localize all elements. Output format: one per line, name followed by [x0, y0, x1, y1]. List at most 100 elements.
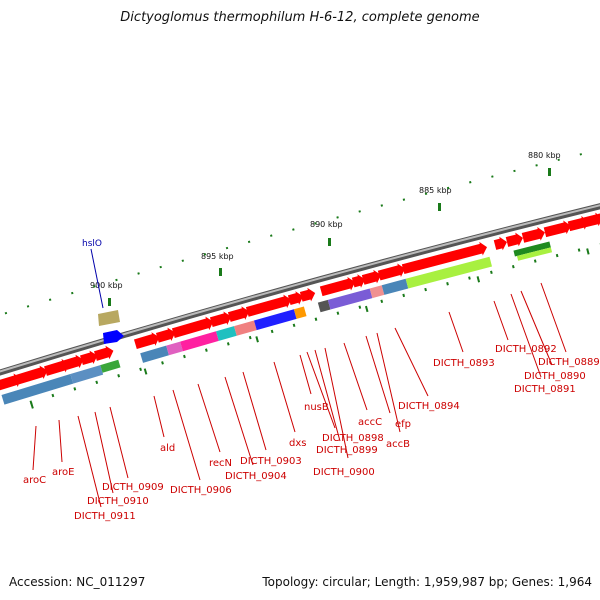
minor-tick [51, 393, 55, 398]
gene-feature-block [293, 306, 307, 319]
kbp-label: 885 kbp [419, 186, 452, 195]
gene-label: DICTH_0891 [514, 384, 576, 395]
minor-tick [533, 259, 537, 263]
gene-cds-arrow [0, 373, 22, 391]
minor-tick [204, 348, 208, 352]
minor-tick [247, 240, 251, 244]
gene-label: aroC [23, 475, 46, 486]
gene-feature-block [253, 309, 297, 331]
gene-label: accC [358, 417, 382, 428]
minor-tick [30, 402, 34, 409]
minor-tick [270, 329, 274, 334]
gene-label: accB [386, 439, 410, 450]
label-line [510, 293, 542, 378]
label-line [365, 335, 391, 414]
minor-tick [73, 387, 77, 391]
genome-backbone-highlight [0, 204, 600, 373]
minor-tick [364, 305, 369, 313]
label-line [77, 415, 102, 508]
label-line [493, 300, 509, 341]
gene-hslO-blue [103, 330, 124, 344]
minor-tick [161, 361, 164, 365]
kbp-tick [219, 268, 222, 276]
minor-tick [380, 299, 384, 303]
gene-label: DICTH_0893 [433, 358, 495, 369]
gene-label: DICTH_0911 [74, 511, 136, 522]
label-line [94, 411, 114, 494]
label-line [520, 290, 553, 366]
kbp-tick [108, 298, 111, 306]
gene-label: aroE [52, 467, 74, 478]
minor-tick [358, 305, 362, 309]
gene-feature-block [180, 331, 219, 352]
minor-tick [26, 305, 30, 308]
gene-cds-arrow [16, 365, 48, 385]
minor-tick [555, 253, 559, 258]
minor-tick [95, 380, 99, 385]
gene-label: nusB [304, 402, 329, 413]
kbp-tick [548, 168, 551, 176]
minor-tick [380, 204, 384, 207]
gene-label: DICTH_0904 [225, 471, 287, 482]
label-line [224, 376, 254, 466]
gene-feature-block [369, 285, 385, 299]
minor-tick [424, 192, 428, 195]
gene-cds-arrow [80, 350, 98, 366]
gene-label: ald [160, 443, 175, 454]
minor-tick [71, 291, 74, 295]
gene-label: DICTH_0903 [240, 456, 302, 467]
minor-tick [314, 317, 318, 321]
minor-tick [48, 298, 52, 301]
gene-label: DICTH_0892 [495, 344, 557, 355]
gene-labels: aroC aroE DICTH_0909 DICTH_0910 DICTH_09… [23, 282, 600, 522]
gene-feature-block [513, 241, 551, 257]
gene-cds-arrow [227, 306, 250, 322]
label-line [90, 248, 104, 309]
minor-tick [270, 234, 273, 237]
label-line [299, 354, 312, 395]
kbp-tick [328, 238, 331, 246]
gene-cds-arrow [287, 291, 304, 306]
kbp-tick [438, 203, 441, 211]
gene-feature-block [516, 247, 553, 261]
gene-cds-arrow [209, 311, 232, 328]
gene-cds-arrow [171, 316, 214, 338]
minor-tick [4, 311, 8, 315]
gene-cds-arrow [155, 327, 176, 343]
gene-cds-arrow [493, 236, 507, 251]
minor-tick [336, 216, 339, 219]
map-title: Dictyoglomus thermophilum H-6-12, comple… [120, 10, 480, 25]
kbp-label: 895 kbp [201, 252, 234, 261]
gene-cds-arrow [583, 212, 600, 228]
label-line [58, 419, 63, 463]
label-line [273, 361, 296, 433]
minor-tick [292, 323, 296, 328]
label-line [324, 347, 349, 459]
gene-label: efp [395, 419, 411, 430]
gene-feature-block [166, 341, 183, 356]
gene-hslO-gold [98, 310, 120, 326]
minor-tick [115, 278, 118, 282]
gene-label: DICTH_0910 [87, 496, 149, 507]
label-line [172, 389, 201, 481]
gene-label: DICTH_0909 [102, 482, 164, 493]
gene-feature-block [234, 320, 257, 336]
label-line [306, 351, 336, 429]
minor-tick [183, 354, 186, 359]
minor-tick [511, 264, 515, 269]
gene-cds-arrow [361, 269, 382, 285]
gene-label: DICTH_0894 [398, 401, 460, 412]
gene-label: DICTH_0889 [538, 357, 600, 368]
gene-cds-arrow [401, 241, 488, 274]
label-line [314, 349, 341, 442]
gene-label: DICTH_0900 [313, 467, 375, 478]
label-line [109, 406, 129, 479]
gene-feature-block [216, 326, 237, 341]
label-line [242, 371, 267, 451]
minor-tick [159, 265, 162, 269]
minor-tick [117, 374, 121, 378]
gene-label: DICTH_0906 [170, 485, 232, 496]
gene-label: dxs [289, 438, 306, 449]
gene-cds-arrow [597, 213, 600, 224]
